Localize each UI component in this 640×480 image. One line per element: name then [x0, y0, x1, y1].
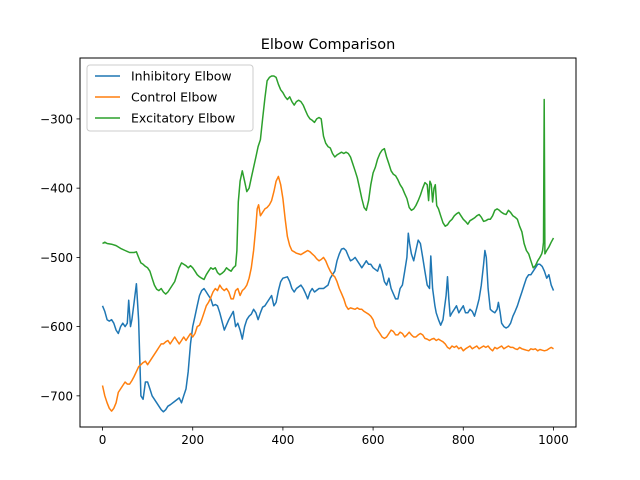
legend: Inhibitory Elbow Control Elbow Excitatory … [86, 64, 254, 132]
legend-label-0: Inhibitory Elbow [131, 69, 232, 84]
x-axis: 0 200 400 600 800 1000 [99, 427, 569, 447]
plot-area [79, 57, 577, 428]
x-tick-label-3: 600 [362, 433, 385, 447]
series-line-0 [101, 232, 555, 413]
y-tick-label-4: −300 [40, 112, 73, 126]
y-tick-label-0: −700 [40, 389, 73, 403]
y-tick-label-2: −500 [40, 251, 73, 265]
y-axis: −700 −600 −500 −400 −300 [40, 112, 80, 403]
x-tick-label-5: 1000 [538, 433, 569, 447]
x-tick-label-0: 0 [99, 433, 107, 447]
plot-frame [79, 57, 577, 428]
legend-label-1: Control Elbow [131, 90, 217, 105]
series-line-2 [102, 75, 555, 295]
legend-box [86, 64, 254, 132]
legend-label-2: Excitatory Elbow [131, 111, 235, 126]
y-tick-label-1: −600 [40, 320, 73, 334]
x-tick-label-1: 200 [181, 433, 204, 447]
x-tick-label-4: 800 [452, 433, 475, 447]
series-line-1 [101, 175, 554, 412]
x-tick-label-2: 400 [271, 433, 294, 447]
series-layer [101, 75, 555, 413]
chart-title: Elbow Comparison [261, 37, 396, 53]
y-tick-label-3: −400 [40, 182, 73, 196]
